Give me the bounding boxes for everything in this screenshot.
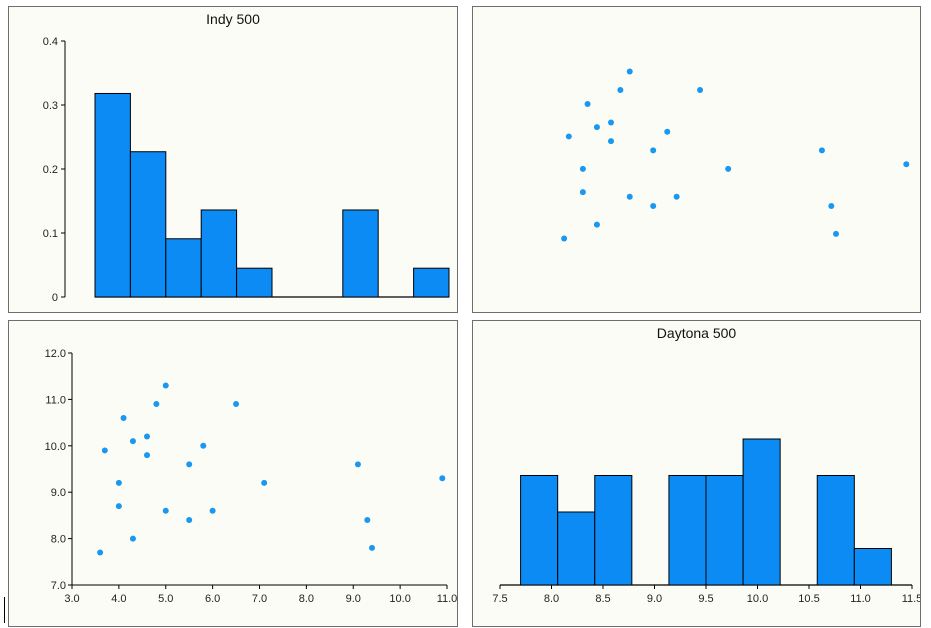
scatter-point <box>833 230 839 237</box>
x-tick-label: 5.0 <box>158 593 173 605</box>
scatter-point <box>364 517 371 524</box>
scatter-point <box>626 68 633 75</box>
scatter-point <box>97 549 104 556</box>
histogram-bar <box>413 267 450 298</box>
x-tick-label: 9.5 <box>698 593 713 605</box>
x-tick-label: 9.0 <box>346 593 361 605</box>
scatter-point <box>354 461 361 468</box>
scatter-bottom-panel: 7.0 8.0 9.0 10.0 11.0 12.0 3.0 4.0 5.0 6.0 7.0 8.0 9… <box>8 320 458 627</box>
y-tick-label: 9.0 <box>51 487 66 499</box>
histogram-bar <box>853 548 892 586</box>
indy-histogram-panel: Indy 500 0 0.1 0.2 0.3 0.4 <box>8 6 458 313</box>
histogram-bar <box>668 475 707 586</box>
daytona-histogram-title: Daytona 500 <box>656 325 737 341</box>
x-tick-label: 11.5 <box>902 593 920 605</box>
scatter-point <box>593 221 600 228</box>
scatter-point <box>439 475 446 482</box>
x-tick-label: 11.0 <box>437 593 457 605</box>
y-tick-label: 0.4 <box>43 36 58 48</box>
x-tick-label: 7.5 <box>492 593 507 605</box>
x-tick-label: 8.5 <box>595 593 610 605</box>
scatter-top-chart <box>561 68 910 242</box>
scatter-point <box>129 535 136 542</box>
scatter-point <box>828 203 835 210</box>
scatter-point <box>162 382 169 389</box>
histogram-bar <box>705 475 744 586</box>
daytona-histogram-panel: Daytona 500 7.5 8.0 8.5 9.0 9.5 10.0 10.5 11.0 1… <box>472 320 921 627</box>
histogram-bar <box>200 209 238 298</box>
scatter-point <box>120 414 127 421</box>
scatter-point <box>608 119 614 126</box>
scatter-point <box>664 128 671 135</box>
scatter-point <box>233 401 240 408</box>
histogram-bar <box>742 438 781 586</box>
histogram-bar <box>129 151 167 298</box>
histogram-bar <box>520 475 559 586</box>
histogram-bar <box>594 475 633 586</box>
x-tick-label: 6.0 <box>205 593 220 605</box>
scatter-point <box>101 447 108 454</box>
text-cursor <box>4 597 5 623</box>
scatter-top-panel <box>472 6 921 313</box>
scatter-point <box>129 438 136 445</box>
y-tick-label: 12.0 <box>45 348 66 360</box>
y-tick-label: 0.1 <box>43 228 58 240</box>
scatter-point <box>565 133 572 140</box>
scatter-point <box>561 235 568 242</box>
scatter-point <box>186 517 193 524</box>
scatter-point <box>725 165 732 172</box>
y-tick-label: 7.0 <box>51 580 66 592</box>
x-tick-label: 8.0 <box>544 593 559 605</box>
x-tick-label: 11.0 <box>850 593 871 605</box>
scatter-point <box>115 503 122 510</box>
histogram-bar <box>94 92 131 298</box>
y-tick-label: 8.0 <box>51 534 66 546</box>
x-tick-label: 3.0 <box>64 593 79 605</box>
scatter-point <box>153 401 160 408</box>
histogram-bar <box>557 511 596 586</box>
y-tick-label: 11.0 <box>45 394 66 406</box>
scatter-point <box>818 147 825 154</box>
scatter-point <box>626 193 633 200</box>
scatter-point <box>144 433 150 440</box>
scatter-point <box>584 100 591 107</box>
x-tick-label: 8.0 <box>299 593 314 605</box>
scatter-point <box>617 87 624 94</box>
scatter-point <box>903 161 910 168</box>
scatter-point <box>650 147 657 154</box>
scatter-point <box>579 165 586 172</box>
histogram-bar <box>816 475 855 586</box>
y-tick-label: 0.3 <box>43 100 58 112</box>
y-tick-label: 0 <box>52 292 58 304</box>
scatter-point <box>115 479 122 486</box>
scatter-point <box>608 138 614 145</box>
scatter-point <box>369 544 375 551</box>
scatter-point <box>593 124 600 131</box>
histogram-bar <box>236 267 273 298</box>
scatter-point <box>579 189 586 196</box>
scatter-point <box>186 461 193 468</box>
scatter-point <box>144 452 150 459</box>
scatter-point <box>650 203 657 210</box>
indy-histogram-chart: 0 0.1 0.2 0.3 0.4 <box>43 36 450 304</box>
histogram-bar <box>165 238 202 298</box>
x-tick-label: 10.0 <box>389 593 410 605</box>
scatter-bottom-chart: 7.0 8.0 9.0 10.0 11.0 12.0 3.0 4.0 5.0 6.0 7.0 8.0 9… <box>45 348 457 605</box>
scatter-point <box>162 507 169 514</box>
daytona-histogram-chart: 7.5 8.0 8.5 9.0 9.5 10.0 10.5 11.0 11.5 <box>492 438 920 605</box>
x-tick-label: 10.0 <box>747 593 768 605</box>
scatter-point <box>697 87 704 94</box>
y-tick-label: 10.0 <box>45 441 66 453</box>
histogram-bar <box>342 209 379 298</box>
scatter-point <box>261 479 268 486</box>
y-tick-label: 0.2 <box>43 164 58 176</box>
scatter-point <box>209 507 216 514</box>
indy-histogram-title: Indy 500 <box>206 11 260 27</box>
x-tick-label: 9.0 <box>647 593 662 605</box>
x-tick-label: 4.0 <box>111 593 126 605</box>
x-tick-label: 7.0 <box>252 593 267 605</box>
scatter-point <box>200 442 207 449</box>
x-tick-label: 10.5 <box>798 593 819 605</box>
scatter-point <box>673 193 680 200</box>
